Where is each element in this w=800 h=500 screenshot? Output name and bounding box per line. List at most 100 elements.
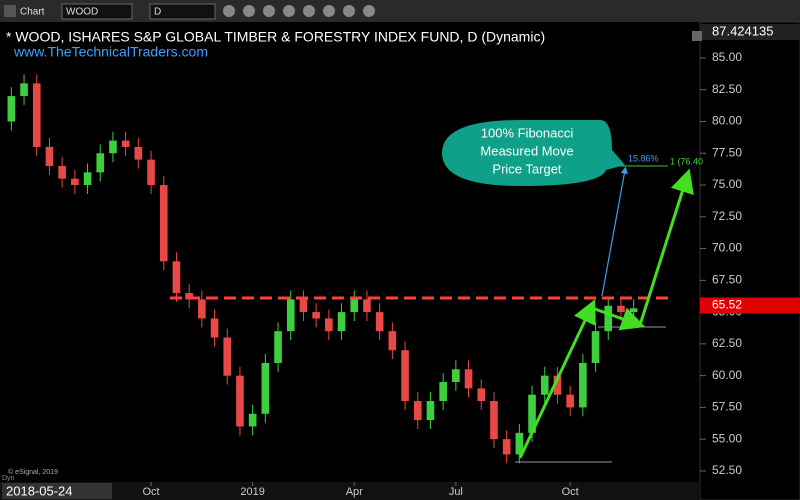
toolbar-icons — [223, 5, 375, 17]
y-tick-label: 72.50 — [712, 209, 742, 223]
callout — [442, 120, 625, 186]
y-tick-label: 55.00 — [712, 431, 742, 445]
candle-body — [477, 388, 486, 402]
y-tick-label: 62.50 — [712, 336, 742, 350]
interval-input[interactable] — [149, 3, 216, 20]
candle-body — [617, 305, 625, 313]
candle-body — [248, 413, 257, 427]
y-tick-label: 75.00 — [712, 177, 742, 191]
panel-button[interactable] — [692, 31, 702, 41]
candle-body — [312, 312, 320, 319]
y-tick-label: 70.00 — [712, 241, 742, 255]
candle-body — [350, 299, 359, 313]
symbol: WOOD — [66, 7, 98, 18]
candle-body — [236, 375, 244, 427]
candle-body — [185, 293, 193, 300]
candle-body — [109, 140, 117, 154]
cursor-date-box — [2, 483, 112, 499]
y-tick-label: 82.50 — [712, 82, 742, 96]
tool-button[interactable] — [323, 5, 335, 17]
candle-body — [528, 394, 536, 433]
candle-body — [198, 299, 206, 319]
y-tick-label: 80.00 — [712, 114, 742, 128]
chart-icon — [4, 5, 16, 17]
tool-button[interactable] — [243, 5, 255, 17]
time-axis — [0, 482, 700, 500]
x-tick-label: 2019 — [240, 486, 264, 498]
candle-body — [502, 439, 511, 455]
tool-button[interactable] — [263, 5, 275, 17]
y-tick-label: 60.00 — [712, 368, 742, 382]
candle-body — [579, 362, 587, 408]
candle-body — [591, 331, 600, 363]
projection-arrow — [638, 168, 694, 326]
y-tick-label: 85.00 — [712, 50, 742, 64]
cursor-price-box — [700, 24, 800, 40]
candle-body — [413, 401, 422, 421]
candle-body — [274, 331, 282, 363]
tool-button[interactable] — [343, 5, 355, 17]
candle-body — [452, 369, 460, 382]
interval: D — [154, 7, 161, 18]
candle-body — [261, 362, 270, 414]
credit: © eSignal, 2019 — [8, 468, 58, 476]
target-label: 1 (76.40 — [670, 156, 703, 166]
x-tick-label: Apr — [346, 486, 363, 498]
tool-button[interactable] — [363, 5, 375, 17]
candle-body — [299, 299, 308, 313]
tool-button[interactable] — [223, 5, 235, 17]
callout-line: Measured Move — [480, 143, 573, 158]
candle-body — [629, 308, 638, 313]
candle-body — [159, 185, 168, 262]
candle-body — [388, 331, 397, 351]
candle-body — [464, 369, 473, 389]
impulse-arrow — [518, 299, 596, 459]
candle-body — [32, 83, 41, 147]
symbol-input[interactable] — [61, 3, 133, 20]
candle-body — [210, 318, 219, 338]
candle-body — [515, 432, 524, 455]
tool-button[interactable] — [283, 5, 295, 17]
candle-body — [71, 178, 79, 186]
candle-body — [553, 375, 562, 395]
chart-subtitle: www.TheTechnicalTraders.com — [13, 44, 208, 60]
candle-body — [223, 337, 232, 376]
candle-body — [147, 159, 155, 186]
chart-title: * WOOD, ISHARES S&P GLOBAL TIMBER & FORE… — [6, 29, 545, 45]
y-tick-label: 57.50 — [712, 400, 742, 414]
candle-body — [45, 146, 54, 166]
candle-body — [540, 375, 549, 395]
last-price: 65.52 — [712, 298, 742, 312]
candle-body — [58, 165, 66, 179]
candle-body — [490, 401, 498, 440]
x-tick-label: Oct — [142, 486, 159, 498]
candle-body — [439, 381, 447, 402]
x-tick-label: Jul — [449, 486, 463, 498]
candle-body — [401, 350, 409, 402]
y-tick-label: 52.50 — [712, 463, 742, 477]
price-axis — [699, 21, 800, 500]
candle-body — [7, 96, 16, 122]
tool-button[interactable] — [303, 5, 315, 17]
move-percent: 15.86% — [628, 153, 659, 163]
candle-body — [337, 312, 346, 332]
dyn-label: Dyn — [2, 475, 15, 482]
candle-body — [172, 261, 181, 294]
candle-body — [566, 394, 574, 408]
candle-body — [121, 140, 130, 147]
y-tick-label: 77.50 — [712, 145, 742, 159]
candle-body — [286, 299, 295, 332]
x-tick-label: Oct — [562, 486, 579, 498]
candle-body — [134, 146, 143, 160]
candle-body — [83, 172, 92, 186]
candle-body — [604, 305, 613, 332]
y-tick-label: 67.50 — [712, 273, 742, 287]
last-price-box — [700, 297, 800, 314]
measure-arrow — [601, 166, 628, 297]
callout-line: 100% Fibonacci — [481, 125, 574, 140]
cursor-date: 2018-05-24 — [6, 483, 73, 498]
cursor-price: 87.424135 — [712, 23, 773, 38]
candle-body — [375, 312, 384, 332]
